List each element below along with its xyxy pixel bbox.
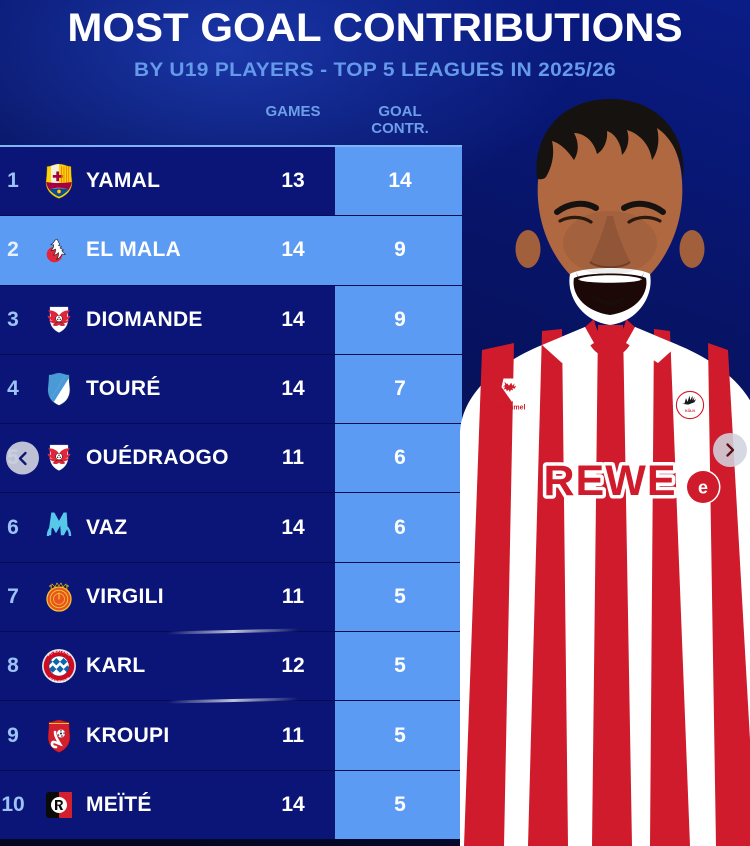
svg-text:REWE: REWE: [544, 457, 677, 505]
svg-text:KÖLN: KÖLN: [685, 408, 695, 413]
svg-text:e: e: [698, 478, 708, 498]
svg-text:hummel: hummel: [499, 405, 526, 412]
